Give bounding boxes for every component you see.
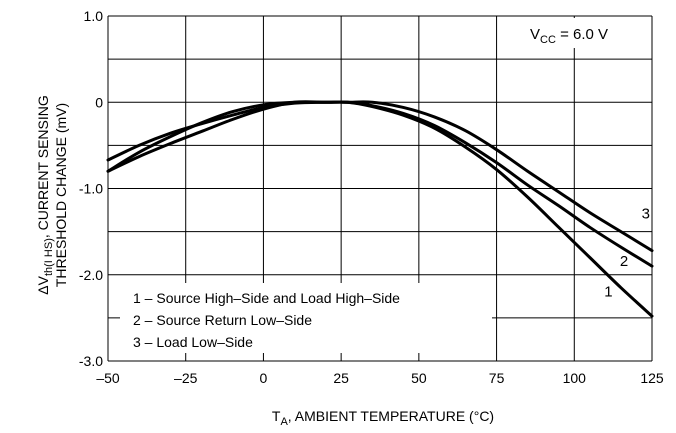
y-tick-label-1: 0 <box>95 94 103 110</box>
x-tick-label-1: –25 <box>174 370 198 386</box>
legend-entry-3: 3 – Load Low–Side <box>133 334 253 350</box>
x-axis-title: TA, AMBIENT TEMPERATURE (°C) <box>272 408 494 428</box>
curve-label-3: 3 <box>642 206 650 223</box>
x-tick-label-0: –50 <box>96 370 120 386</box>
x-tick-label-6: 100 <box>563 370 587 386</box>
y-tick-label-4: -3.0 <box>79 353 103 369</box>
legend-entry-2: 2 – Source Return Low–Side <box>133 312 312 328</box>
series-group <box>106 100 654 318</box>
x-tick-label-3: 25 <box>333 370 349 386</box>
curve-label-2: 2 <box>620 253 628 270</box>
y-tick-label-2: -1.0 <box>79 181 103 197</box>
legend-box <box>120 283 492 353</box>
series-line-3 <box>106 100 654 253</box>
y-tick-labels: 1.0 0 -1.0 -2.0 -3.0 <box>79 8 103 369</box>
y-tick-label-0: 1.0 <box>84 8 104 24</box>
x-tick-label-5: 75 <box>489 370 505 386</box>
y-axis-title-line1: ΔVth(I HS), CURRENT SENSING <box>35 95 55 294</box>
y-tick-label-3: -2.0 <box>79 267 103 283</box>
y-axis-title-line2: THRESHOLD CHANGE (mV) <box>53 103 69 287</box>
curve-labels: 3 21 <box>604 206 650 301</box>
vcc-annotation: VCC = 6.0 V <box>530 26 608 46</box>
x-tick-label-7: 125 <box>640 370 664 386</box>
x-tick-label-2: 0 <box>260 370 268 386</box>
vcc-annotation-bg <box>520 18 638 48</box>
legend: 1 – Source High–Side and Load High–Side … <box>120 283 492 353</box>
x-tick-labels: –50 –25 0 25 50 75 100 125 <box>96 370 664 386</box>
y-axis-title: ΔVth(I HS), CURRENT SENSING THRESHOLD CH… <box>35 95 69 294</box>
series-line-2 <box>106 100 654 268</box>
curve-label-1: 1 <box>604 283 612 300</box>
legend-entry-1: 1 – Source High–Side and Load High–Side <box>133 290 400 306</box>
x-tick-label-4: 50 <box>411 370 427 386</box>
grid <box>107 15 653 362</box>
